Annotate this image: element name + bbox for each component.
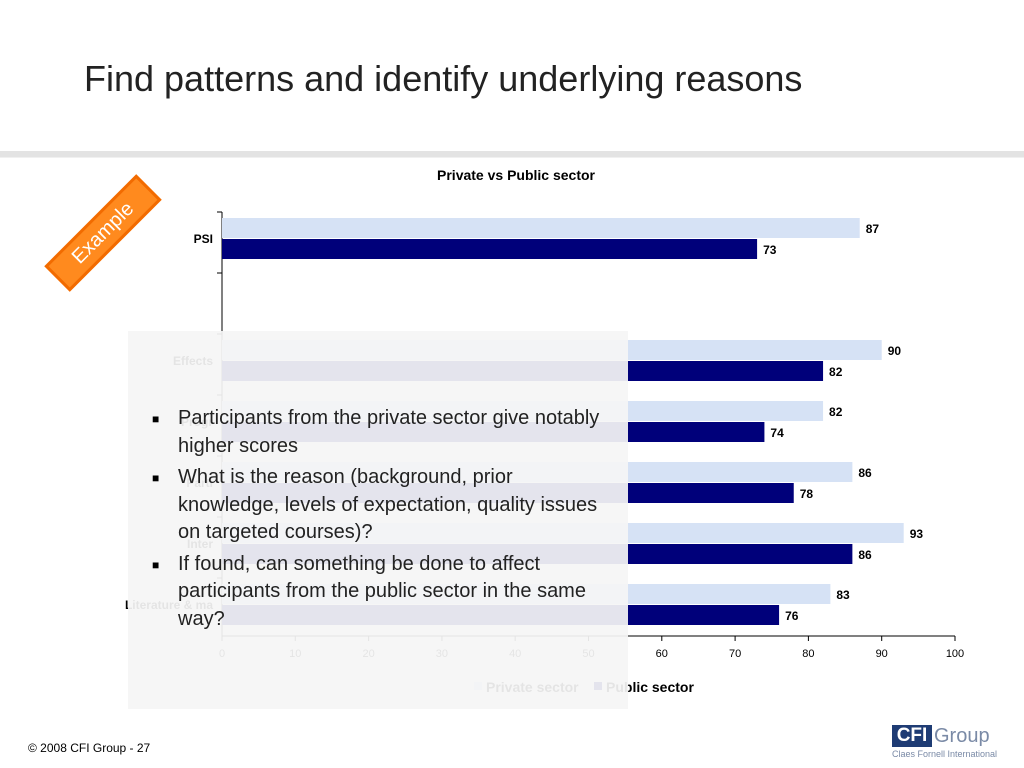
bar-value-label: 73	[763, 243, 777, 257]
logo-mark: CFI	[892, 725, 932, 747]
insight-bullet-text: What is the reason (background, prior kn…	[178, 466, 598, 543]
bar-value-label: 76	[785, 609, 799, 623]
x-tick-label: 70	[729, 648, 741, 660]
category-label: PSI	[194, 232, 213, 246]
logo-tagline: Claes Fornell International	[892, 749, 998, 759]
x-tick-label: 90	[876, 648, 888, 660]
bullet-square-icon: ■	[152, 471, 160, 485]
bar-private-sector	[222, 218, 860, 238]
bar-value-label: 90	[888, 344, 902, 358]
insight-bullet-text: If found, can something be done to affec…	[178, 552, 586, 630]
bar-value-label: 78	[800, 487, 814, 501]
x-tick-label: 100	[946, 648, 964, 660]
bar-value-label: 86	[858, 466, 872, 480]
header-divider	[0, 151, 1024, 157]
insight-bullet: ■ If found, can something be done to affe…	[148, 551, 618, 634]
insight-bullet: ■ Participants from the private sector gi…	[148, 405, 618, 460]
bar-value-label: 87	[866, 222, 880, 236]
bar-value-label: 74	[770, 426, 784, 440]
chart-title: Private vs Public sector	[437, 167, 596, 183]
slide-title: Find patterns and identify underlying re…	[84, 58, 803, 99]
x-tick-label: 80	[802, 648, 814, 660]
bar-value-label: 86	[858, 548, 872, 562]
insight-panel: ■ Participants from the private sector gi…	[128, 331, 628, 709]
insight-bullet: ■ What is the reason (background, prior k…	[148, 464, 618, 547]
bullet-square-icon: ■	[152, 412, 160, 426]
bar-public-sector	[222, 239, 758, 259]
footer-copyright: © 2008 CFI Group - 27	[28, 741, 151, 755]
bar-value-label: 93	[910, 527, 924, 541]
insight-bullet-text: Participants from the private sector giv…	[178, 407, 600, 457]
header-divider-line	[0, 157, 1024, 158]
bar-value-label: 82	[829, 365, 843, 379]
x-tick-label: 60	[656, 648, 668, 660]
cfi-group-logo: CFI Group Claes Fornell International	[892, 725, 1012, 763]
bullet-square-icon: ■	[152, 557, 160, 572]
insight-bullets: ■ Participants from the private sector gi…	[148, 405, 618, 637]
legend-label: Public sector	[606, 679, 694, 695]
logo-word: Group	[934, 725, 990, 747]
bar-value-label: 82	[829, 405, 843, 419]
bar-value-label: 83	[836, 588, 850, 602]
